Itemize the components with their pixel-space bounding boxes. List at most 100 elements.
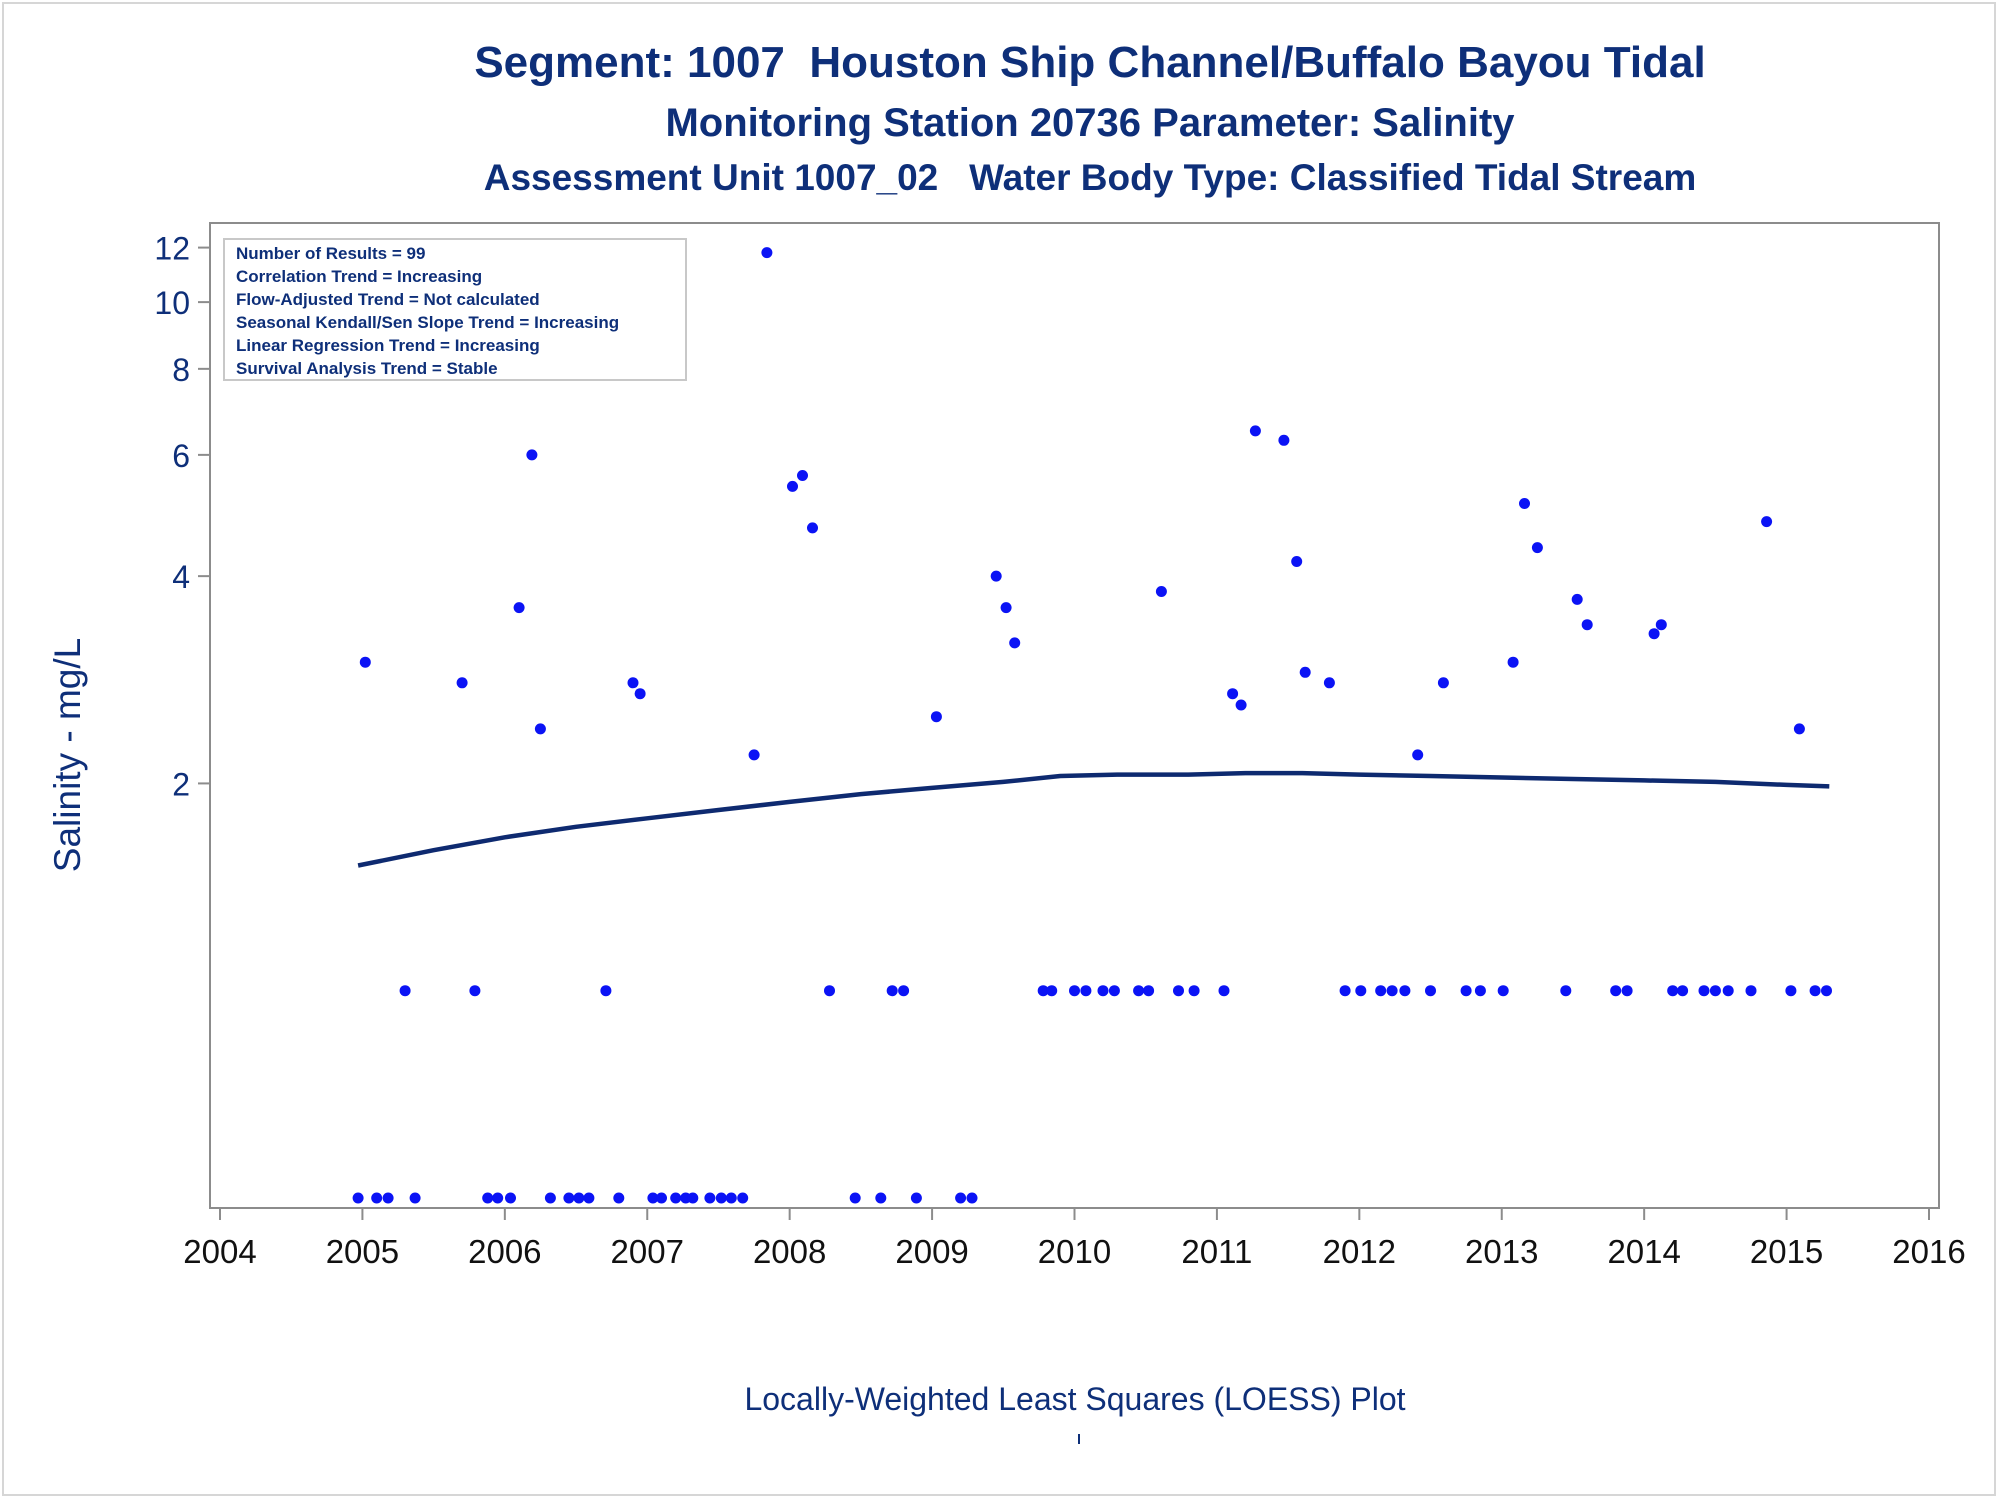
data-point [371,1192,383,1204]
inset-line-4: Seasonal Kendall/Sen Slope Trend = Incre… [236,313,619,332]
data-point [647,1192,659,1204]
data-point [526,449,538,461]
data-point [824,985,835,997]
data-point [1648,628,1660,640]
data-point [600,985,612,997]
data-point [1497,985,1509,997]
inset-line-2: Correlation Trend = Increasing [236,267,482,286]
data-point [1507,656,1519,668]
x-tick-label-2010: 2010 [1038,1233,1111,1270]
data-point [1299,666,1311,678]
data-point [1519,498,1530,509]
data-point [1155,586,1167,597]
data-point [1108,985,1120,997]
y-axis-label: Salinity - mg/L [47,638,88,872]
loess-line [357,770,1830,868]
data-point [898,985,910,997]
data-point [505,1192,516,1204]
data-point [1531,542,1543,554]
data-point [1000,602,1012,614]
data-point [1133,985,1145,997]
data-point [1474,985,1486,997]
data-point [1227,688,1239,700]
data-point [1173,985,1184,997]
x-axis: 2004 2005 2006 2007 2008 2009 2010 2011 2012 2013… [183,1208,1966,1270]
inset-line-1: Number of Results = 99 [236,244,425,263]
data-point [563,1192,575,1204]
y-tick-label-6: 6 [172,438,190,474]
data-point [787,480,798,492]
y-tick-label-10: 10 [154,285,190,321]
data-point [627,677,639,689]
chart-subtitle: Monitoring Station 20736 Parameter: Sali… [665,101,1515,145]
data-point [544,1192,556,1204]
data-point [1235,699,1247,711]
data-points [352,247,1832,1204]
x-tick-label-2005: 2005 [326,1233,399,1270]
x-tick-label-2007: 2007 [611,1233,684,1270]
data-point [1218,985,1230,997]
data-point [469,985,481,997]
data-point [1460,985,1472,997]
data-point [613,1192,625,1204]
footnote: Locally-Weighted Least Squares (LOESS) P… [744,1381,1406,1417]
data-point [1188,985,1200,997]
y-axis: 2 4 6 8 10 12 [154,231,210,802]
inset-legend: Number of Results = 99 Correlation Trend… [223,238,687,381]
data-point [1009,637,1021,649]
data-point [1560,985,1572,997]
data-point [1399,985,1411,997]
inset-line-5: Linear Regression Trend = Increasing [236,336,540,355]
data-point [910,1192,922,1204]
data-point [737,1192,749,1204]
data-point [990,570,1002,582]
data-point [1278,434,1290,446]
data-point [1412,749,1424,761]
data-point [807,522,818,534]
footnote-mark [1078,1434,1080,1444]
data-point [715,1192,727,1204]
data-point [797,470,808,481]
data-point [1375,985,1387,997]
data-point [1323,677,1335,689]
data-point [382,1192,394,1204]
data-point [1821,985,1832,997]
data-point [1722,985,1734,997]
data-point [849,1192,861,1204]
data-point [875,1192,887,1204]
data-point [1709,985,1721,997]
data-point [1249,425,1261,437]
data-point [1437,677,1449,689]
inset-line-3: Flow-Adjusted Trend = Not calculated [236,290,540,309]
data-point [634,688,646,700]
data-point [1097,985,1109,997]
data-point [482,1192,494,1204]
data-point [1698,985,1710,997]
data-point [352,1192,364,1204]
data-point [930,711,942,723]
data-point [1677,985,1689,997]
data-point [359,656,371,668]
data-point [1425,985,1436,997]
data-point [583,1192,595,1204]
x-tick-label-2013: 2013 [1465,1233,1538,1270]
y-tick-label-12: 12 [154,231,190,267]
x-tick-label-2011: 2011 [1181,1233,1252,1270]
data-point [1046,985,1058,997]
data-point [1386,985,1398,997]
data-point [725,1192,737,1204]
x-tick-label-2008: 2008 [753,1233,826,1270]
y-tick-label-4: 4 [172,559,190,595]
data-point [955,1192,967,1204]
chart-subtitle-2: Assessment Unit 1007_02 Water Body Type:… [483,157,1697,198]
data-point [1809,985,1821,997]
data-point [1621,985,1633,997]
data-point [1355,985,1367,997]
data-point [748,749,760,761]
x-tick-label-2009: 2009 [895,1233,968,1270]
loess-curve [357,770,1830,868]
data-point [534,723,546,735]
data-point [1761,516,1773,528]
